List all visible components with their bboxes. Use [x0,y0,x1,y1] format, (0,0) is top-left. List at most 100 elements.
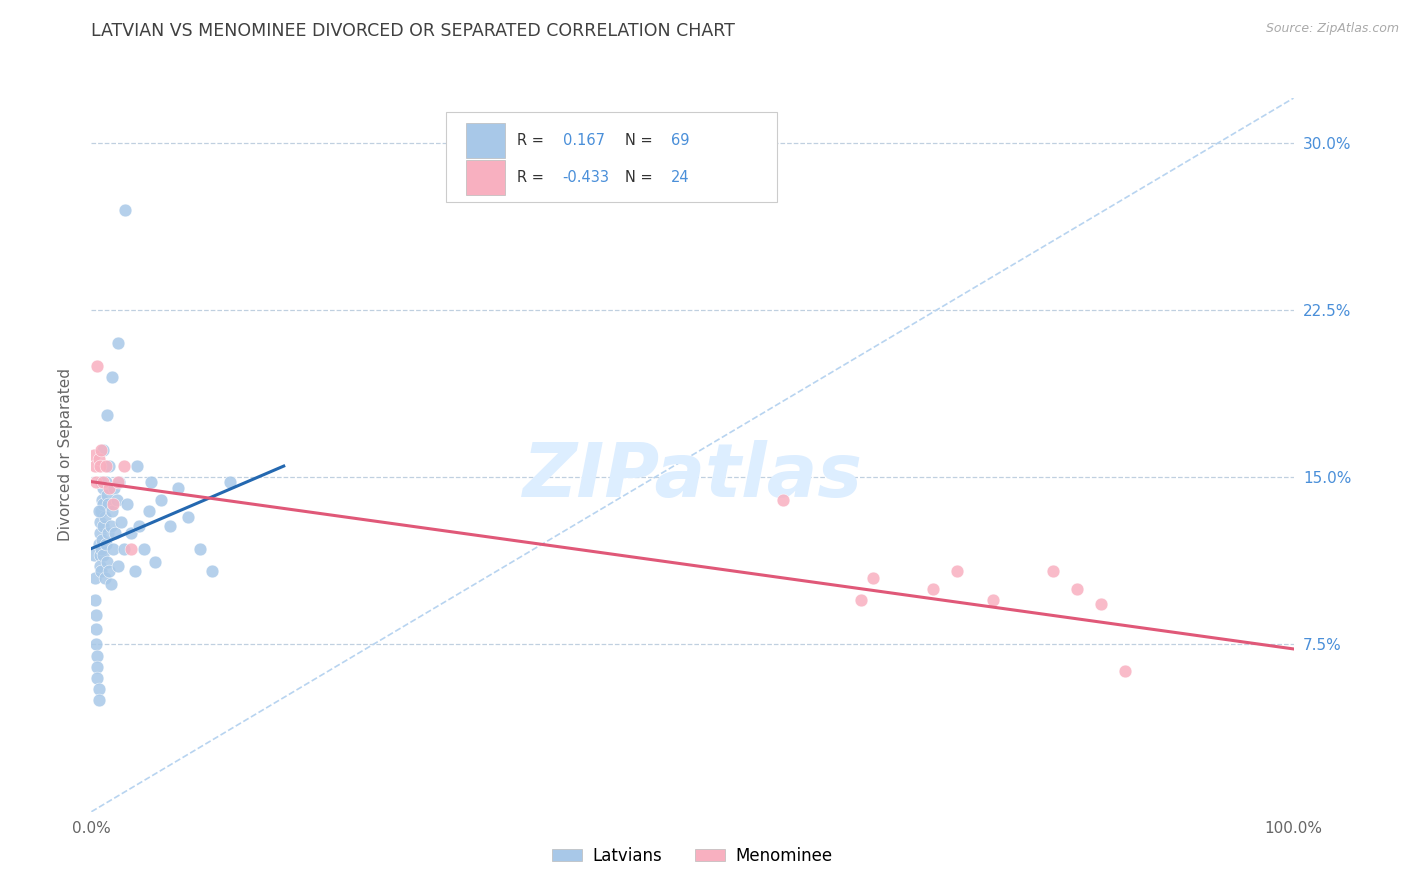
Point [100,577,122,591]
Point [1090,598,1112,612]
Point [143,555,166,569]
Point [93,443,115,458]
Point [83,448,105,462]
Point [84,571,107,585]
Point [112,541,135,556]
Point [167,482,190,496]
Point [188,541,211,556]
Text: N =: N = [626,170,658,185]
Text: ZIPatlas: ZIPatlas [523,440,862,513]
Text: R =: R = [517,170,548,185]
Text: LATVIAN VS MENOMINEE DIVORCED OR SEPARATED CORRELATION CHART: LATVIAN VS MENOMINEE DIVORCED OR SEPARAT… [91,22,735,40]
Point [93,548,115,563]
Point [89,459,111,474]
Point [141,475,163,489]
Text: -0.433: -0.433 [562,170,610,185]
Point [134,541,156,556]
Point [89,559,111,574]
Point [87,693,110,707]
Text: R =: R = [517,133,548,148]
Point [218,475,240,489]
Point [1066,582,1088,596]
Point [94,537,117,551]
Point [93,519,115,533]
Point [89,548,111,563]
Point [97,526,120,541]
Point [120,526,142,541]
Point [87,503,110,517]
Point [87,681,110,696]
Point [89,515,111,529]
Point [201,564,224,578]
Point [98,564,121,578]
Point [100,519,122,533]
Point [93,497,115,511]
Point [93,482,115,496]
Point [93,571,115,585]
Point [90,475,112,489]
Point [101,541,124,556]
Point [107,475,129,489]
Point [981,592,1004,607]
Point [83,548,105,563]
Point [150,492,173,507]
Point [117,497,139,511]
Point [103,482,125,496]
Point [90,503,112,517]
Point [108,475,131,489]
Point [124,564,146,578]
Point [101,369,124,384]
Point [97,497,120,511]
Point [86,648,108,663]
Point [176,510,198,524]
Point [107,336,129,351]
Point [94,459,117,474]
Point [849,592,872,607]
Point [84,622,107,636]
Point [86,671,108,685]
Point [86,359,108,373]
Point [84,637,107,651]
Point [96,408,118,422]
FancyBboxPatch shape [467,123,505,158]
Point [93,510,115,524]
Text: 69: 69 [671,133,689,148]
Point [86,660,108,674]
Point [96,488,118,502]
Point [94,475,117,489]
Point [1114,664,1136,678]
Point [87,452,110,467]
Point [91,492,114,507]
Point [120,541,142,556]
Point [107,559,129,574]
Point [772,492,794,507]
Point [101,503,124,517]
Point [84,475,107,489]
Point [922,582,945,596]
FancyBboxPatch shape [446,112,776,202]
Y-axis label: Divorced or Separated: Divorced or Separated [58,368,73,541]
Point [89,526,111,541]
Point [125,459,148,474]
Point [91,533,114,547]
Point [101,497,124,511]
Point [159,519,181,533]
Point [84,592,107,607]
Text: 24: 24 [671,170,689,185]
Text: 0.167: 0.167 [562,133,605,148]
Point [98,482,121,496]
Legend: Latvians, Menominee: Latvians, Menominee [546,840,839,871]
Text: Source: ZipAtlas.com: Source: ZipAtlas.com [1265,22,1399,36]
Point [90,564,112,578]
Point [862,571,884,585]
Point [96,555,118,569]
Point [93,475,115,489]
Point [90,443,112,458]
Point [87,537,110,551]
Point [946,564,969,578]
Point [104,526,127,541]
Point [114,202,136,217]
Point [84,459,107,474]
Text: N =: N = [626,133,658,148]
Point [1042,564,1064,578]
